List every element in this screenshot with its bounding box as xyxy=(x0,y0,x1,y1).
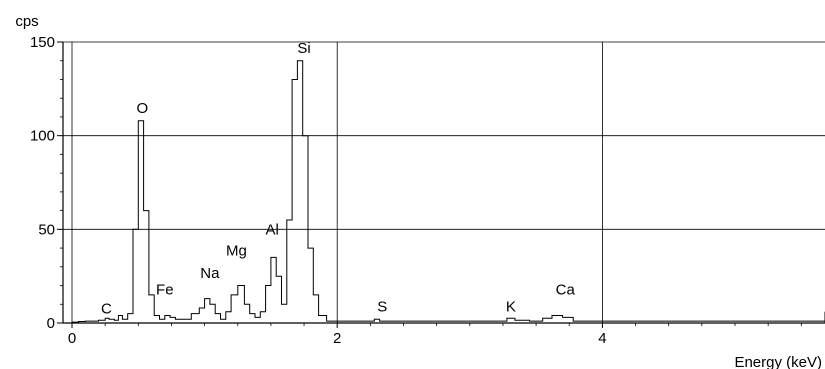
peak-label: Mg xyxy=(226,242,247,259)
x-axis-title: Energy (keV) xyxy=(734,354,822,369)
y-tick-label: 150 xyxy=(30,34,55,51)
peak-label: K xyxy=(506,299,516,316)
peak-label: Ca xyxy=(556,282,576,299)
y-tick-label: 50 xyxy=(38,221,55,238)
peak-label: S xyxy=(377,299,387,316)
peak-label: Al xyxy=(266,222,279,239)
peak-label: Fe xyxy=(156,282,174,299)
y-tick-label: 0 xyxy=(47,315,55,332)
peak-label: Na xyxy=(200,265,220,282)
peak-label: C xyxy=(101,300,112,317)
x-tick-label: 2 xyxy=(333,330,341,347)
peak-label: O xyxy=(136,100,148,117)
x-tick-label: 4 xyxy=(598,330,606,347)
y-tick-label: 100 xyxy=(30,128,55,145)
y-axis-unit-label: cps xyxy=(15,13,38,30)
peak-label: Si xyxy=(297,40,310,57)
x-tick-label: 0 xyxy=(68,330,76,347)
